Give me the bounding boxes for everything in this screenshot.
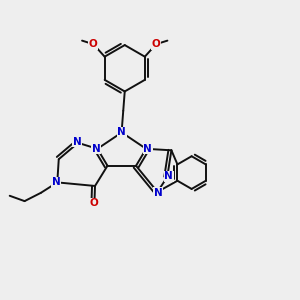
Text: N: N <box>154 188 162 198</box>
Text: N: N <box>164 172 173 182</box>
Text: O: O <box>152 39 161 49</box>
Text: O: O <box>89 39 98 49</box>
Text: N: N <box>52 177 61 188</box>
Text: N: N <box>143 144 152 154</box>
Text: N: N <box>92 144 100 154</box>
Text: N: N <box>117 128 126 137</box>
Text: O: O <box>89 198 98 208</box>
Text: N: N <box>73 137 81 147</box>
